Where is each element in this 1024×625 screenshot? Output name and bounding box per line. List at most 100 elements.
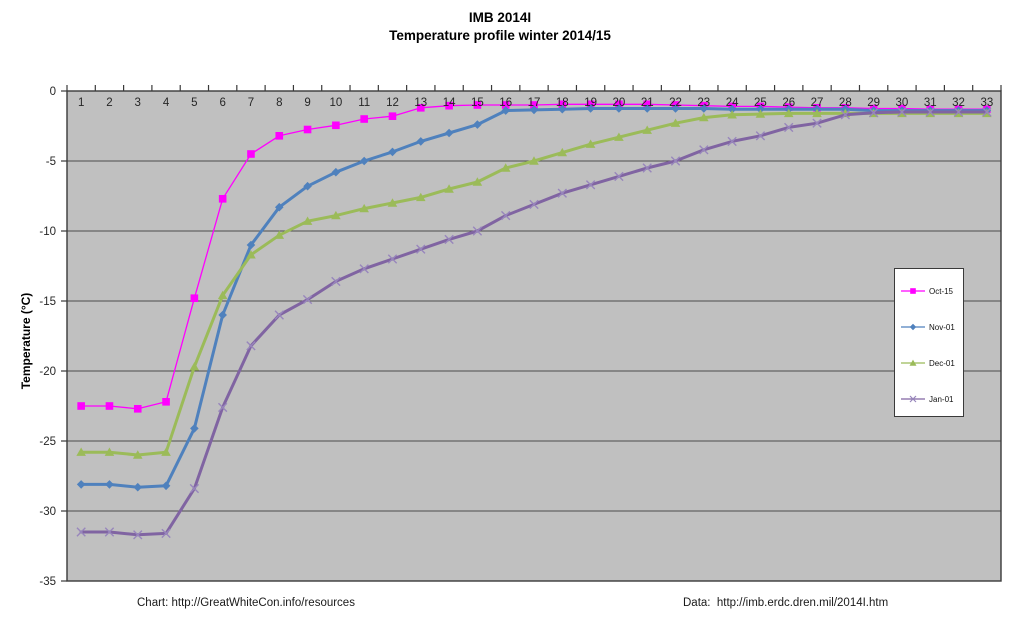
- marker-triangle: [387, 198, 398, 207]
- marker-x: [189, 483, 200, 494]
- marker-triangle: [217, 290, 228, 300]
- marker-x: [868, 108, 879, 118]
- marker-triangle: [76, 447, 86, 456]
- marker-triangle: [500, 163, 511, 172]
- marker-diamond: [161, 481, 171, 491]
- marker-diamond: [133, 482, 143, 492]
- marker-triangle: [642, 125, 653, 134]
- x-tick-label: 5: [191, 97, 197, 109]
- marker-triangle: [415, 192, 426, 202]
- x-tick-label: 13: [414, 97, 427, 109]
- marker-triangle: [246, 250, 256, 259]
- y-tick-label: -35: [39, 576, 56, 588]
- marker-square: [275, 132, 284, 140]
- y-tick-label: -25: [39, 436, 56, 448]
- marker-x: [416, 244, 426, 254]
- marker-diamond: [274, 202, 284, 212]
- legend-label: Dec-01: [929, 358, 955, 368]
- marker-triangle: [161, 447, 171, 456]
- series-jan-01: [76, 107, 992, 540]
- x-tick-label: 21: [641, 97, 654, 109]
- marker-triangle: [331, 210, 341, 220]
- marker-diamond: [218, 310, 227, 320]
- marker-triangle: [699, 112, 709, 122]
- marker-diamond: [501, 106, 510, 115]
- legend-marker-x-icon: [901, 395, 925, 403]
- x-tick-label: 14: [443, 97, 456, 109]
- marker-square: [501, 101, 510, 109]
- marker-x: [501, 210, 511, 221]
- marker-x: [699, 145, 709, 155]
- marker-diamond: [416, 137, 426, 146]
- y-tick-label: -30: [39, 506, 56, 518]
- x-tick-label: 25: [754, 97, 767, 109]
- legend-marker-glyph: [909, 359, 917, 366]
- marker-x: [840, 110, 851, 120]
- marker-square: [360, 115, 368, 123]
- marker-square: [530, 101, 538, 109]
- chart-title-line1: IMB 2014I: [468, 10, 532, 25]
- legend: Oct-15 Nov-01 Dec-01 Jan-01: [894, 268, 964, 417]
- marker-diamond: [303, 181, 312, 191]
- x-tick-label: 11: [358, 97, 370, 109]
- marker-x: [472, 226, 483, 236]
- x-tick-label: 15: [471, 97, 484, 109]
- marker-triangle: [812, 108, 822, 118]
- x-tick-label: 17: [528, 97, 541, 109]
- x-tick-label: 16: [499, 97, 512, 109]
- marker-x: [76, 527, 86, 537]
- data-source-credit: Data: http://imb.erdc.dren.mil/2014I.htm: [683, 597, 889, 609]
- x-tick-label: 3: [135, 97, 141, 109]
- marker-square: [303, 125, 312, 134]
- marker-square: [247, 150, 255, 158]
- marker-x: [982, 107, 992, 117]
- marker-x: [755, 131, 766, 141]
- marker-x: [217, 402, 228, 413]
- marker-x: [133, 530, 143, 540]
- marker-diamond: [105, 480, 114, 489]
- marker-triangle: [132, 450, 143, 459]
- y-tick-label: 0: [50, 86, 56, 98]
- marker-square: [133, 405, 142, 413]
- marker-x: [585, 180, 596, 190]
- legend-marker-square-icon: [901, 288, 925, 294]
- marker-triangle: [529, 156, 539, 165]
- x-tick-label: 1: [78, 97, 84, 109]
- x-tick-label: 9: [304, 97, 310, 109]
- x-tick-label: 12: [386, 97, 399, 109]
- marker-triangle: [104, 447, 115, 456]
- x-tick-label: 30: [896, 97, 909, 109]
- marker-square: [190, 294, 199, 302]
- x-tick-label: 7: [248, 97, 254, 109]
- marker-x: [614, 171, 624, 182]
- marker-x: [331, 276, 341, 287]
- marker-x: [529, 199, 539, 210]
- y-tick-label: -10: [39, 226, 56, 238]
- marker-x: [925, 107, 935, 117]
- marker-x: [953, 107, 964, 117]
- x-tick-label: 20: [613, 97, 626, 109]
- marker-diamond: [671, 104, 680, 113]
- x-tick-label: 4: [163, 97, 170, 109]
- marker-x: [784, 122, 794, 133]
- marker-diamond: [444, 128, 454, 138]
- marker-diamond: [359, 156, 369, 166]
- legend-label: Oct-15: [929, 286, 954, 296]
- x-tick-label: 31: [924, 97, 937, 109]
- marker-square: [162, 398, 170, 406]
- marker-x: [557, 188, 567, 198]
- legend-label: Nov-01: [929, 322, 955, 332]
- marker-diamond: [529, 105, 539, 115]
- chart-source-credit: Chart: http://GreatWhiteCon.info/resourc…: [137, 597, 355, 609]
- x-tick-label: 24: [726, 97, 739, 109]
- marker-square: [473, 101, 482, 109]
- legend-item-jan01: Jan-01: [895, 381, 963, 417]
- chart-title-line2: Temperature profile winter 2014/15: [389, 28, 611, 43]
- legend-item-dec01: Dec-01: [895, 345, 963, 381]
- legend-label: Jan-01: [929, 394, 954, 404]
- marker-square: [105, 402, 114, 410]
- y-tick-label: -5: [46, 156, 56, 168]
- marker-triangle: [727, 110, 737, 119]
- marker-x: [727, 136, 737, 147]
